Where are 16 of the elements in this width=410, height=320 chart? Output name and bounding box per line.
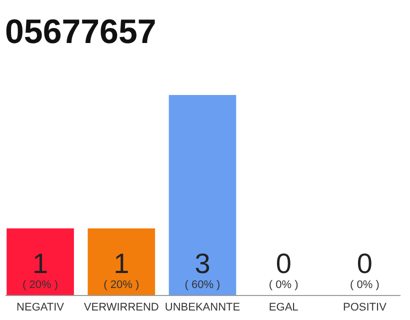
x-tick-label: NEGATIV: [16, 302, 65, 314]
chart-title: 05677657: [5, 13, 156, 51]
annotation: ( 20% ): [22, 279, 58, 291]
data-label: 0: [356, 248, 373, 279]
x-tick-label: EGAL: [268, 302, 298, 314]
x-tick-label: UNBEKANNTE: [164, 302, 240, 314]
x-tick-label: POSITIV: [343, 302, 388, 314]
data-label: 0: [276, 248, 292, 279]
annotation: ( 60% ): [184, 279, 220, 291]
annotation: ( 0% ): [268, 279, 298, 291]
data-label: 1: [114, 248, 130, 279]
annotation: ( 0% ): [350, 279, 380, 291]
data-label: 3: [194, 248, 210, 279]
annotation: ( 20% ): [104, 279, 140, 291]
data-label: 1: [32, 248, 48, 279]
x-tick-label: VERWIRREND: [84, 302, 159, 314]
